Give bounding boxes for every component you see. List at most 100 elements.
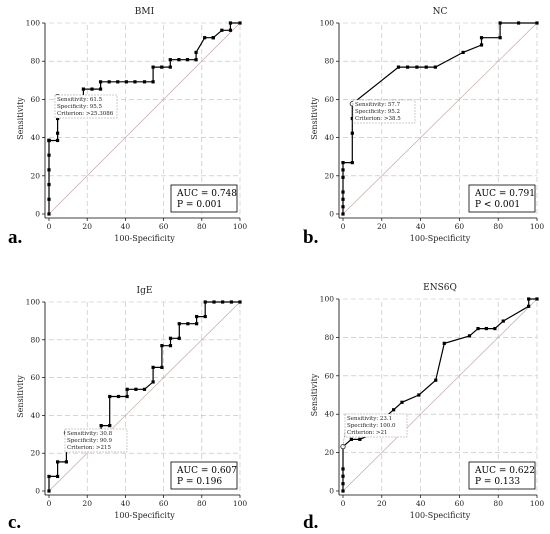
roc-point — [238, 300, 242, 304]
panel-letter-d: d. — [303, 512, 318, 533]
y-tick-label: 80 — [324, 57, 334, 66]
roc-point — [55, 474, 60, 479]
chart-title: NC — [433, 7, 448, 17]
p-value: P = 0.196 — [177, 477, 222, 487]
x-tick-label: 100 — [233, 499, 248, 508]
x-tick-label: 60 — [159, 222, 169, 231]
criterion-annotation-box — [54, 94, 118, 119]
criterion-annotation-box — [64, 428, 128, 453]
y-tick-label: 80 — [30, 335, 40, 344]
y-tick-label: 0 — [329, 210, 334, 219]
roc-point — [341, 190, 345, 194]
x-tick-label: 20 — [82, 499, 92, 508]
y-tick-label: 20 — [324, 171, 334, 180]
roc-point — [498, 36, 502, 40]
roc-point — [229, 300, 234, 304]
roc-point — [125, 387, 129, 391]
roc-point — [108, 394, 112, 399]
roc-point — [220, 28, 224, 32]
roc-point — [55, 460, 60, 464]
roc-point — [212, 300, 216, 304]
x-tick-label: 80 — [493, 222, 503, 231]
criterion-annotation-text: Specificity: 90.9 — [67, 438, 113, 444]
roc-point — [228, 28, 233, 32]
roc-point — [168, 58, 172, 62]
roc-point — [55, 131, 60, 135]
criterion-annotation-text: Specificity: 95.5 — [57, 104, 103, 110]
roc-point — [221, 300, 225, 304]
auc-value: AUC = 0.607 — [176, 466, 237, 476]
roc-point — [238, 21, 242, 25]
roc-point — [142, 387, 147, 391]
auc-box — [170, 461, 238, 490]
roc-point — [341, 161, 345, 165]
roc-point — [151, 80, 155, 84]
y-tick-label: 0 — [35, 487, 40, 496]
roc-panel-nc: 00 20 20 40 40 60 60 80 80 100 100 NC 100-Specificit… — [310, 7, 544, 243]
x-tick-label: 80 — [197, 499, 207, 508]
roc-point — [417, 393, 421, 397]
chart-title: IgE — [137, 286, 153, 296]
x-tick-label: 80 — [493, 499, 503, 508]
roc-point — [396, 65, 401, 69]
y-tick-label: 40 — [324, 133, 334, 142]
y-tick-label: 60 — [324, 95, 334, 104]
roc-point — [168, 65, 172, 69]
y-tick-label: 0 — [35, 210, 40, 219]
roc-panel-ens6q: 00 20 20 40 40 60 60 80 80 100 100 ENS6Q 100-Specifi… — [310, 283, 544, 520]
y-tick-label: 60 — [30, 95, 40, 104]
roc-point — [406, 65, 410, 69]
x-tick-label: 40 — [416, 499, 426, 508]
roc-point — [527, 297, 531, 301]
criterion-annotation-text: Sensitivity: 61.5 — [57, 97, 103, 103]
roc-point — [434, 378, 438, 382]
roc-point — [194, 50, 198, 55]
roc-point — [415, 65, 419, 69]
roc-point — [160, 365, 164, 369]
roc-point — [350, 161, 354, 165]
auc-value: AUC = 0.622 — [474, 466, 535, 476]
roc-point — [341, 474, 345, 478]
roc-point — [341, 168, 345, 172]
roc-point — [442, 341, 446, 345]
x-tick-label: 0 — [341, 499, 346, 508]
roc-point — [194, 58, 198, 62]
x-axis-label: 100-Specificity — [114, 511, 175, 520]
roc-point — [124, 80, 128, 84]
roc-point — [47, 474, 51, 479]
criterion-annotation-text: Specificity: 100.0 — [347, 423, 396, 429]
x-tick-label: 60 — [455, 499, 465, 508]
auc-value: AUC = 0.791 — [474, 189, 535, 199]
roc-point — [341, 467, 345, 471]
auc-box — [468, 461, 536, 490]
panel-letter-a: a. — [8, 227, 22, 248]
roc-point — [47, 197, 51, 201]
criterion-annotation-text: Criterion: >215 — [67, 445, 112, 451]
roc-point — [47, 489, 51, 493]
y-axis-label: Sensitivity — [310, 97, 319, 140]
roc-point — [177, 58, 181, 62]
roc-point — [501, 319, 505, 323]
y-tick-label: 100 — [26, 298, 41, 307]
roc-point — [151, 365, 155, 369]
roc-point — [151, 65, 155, 69]
roc-point — [535, 297, 539, 301]
roc-point — [151, 380, 155, 384]
roc-point — [341, 197, 345, 201]
roc-point — [392, 408, 396, 412]
reference-diagonal — [342, 298, 538, 492]
x-tick-label: 40 — [121, 499, 131, 508]
y-tick-label: 40 — [30, 411, 40, 420]
roc-point — [484, 326, 488, 331]
roc-panel-ige: 00 20 20 40 40 60 60 80 80 100 100 IgE 100-Specifici… — [16, 286, 247, 520]
auc-box — [468, 184, 536, 213]
roc-point — [99, 424, 103, 428]
roc-point — [527, 304, 531, 308]
reference-diagonal — [48, 22, 241, 215]
y-tick-label: 80 — [30, 57, 40, 66]
panel-letter-b: b. — [303, 227, 318, 248]
x-tick-label: 40 — [121, 222, 131, 231]
x-tick-label: 20 — [377, 499, 387, 508]
criterion-annotation-text: Specificity: 95.2 — [355, 109, 400, 115]
